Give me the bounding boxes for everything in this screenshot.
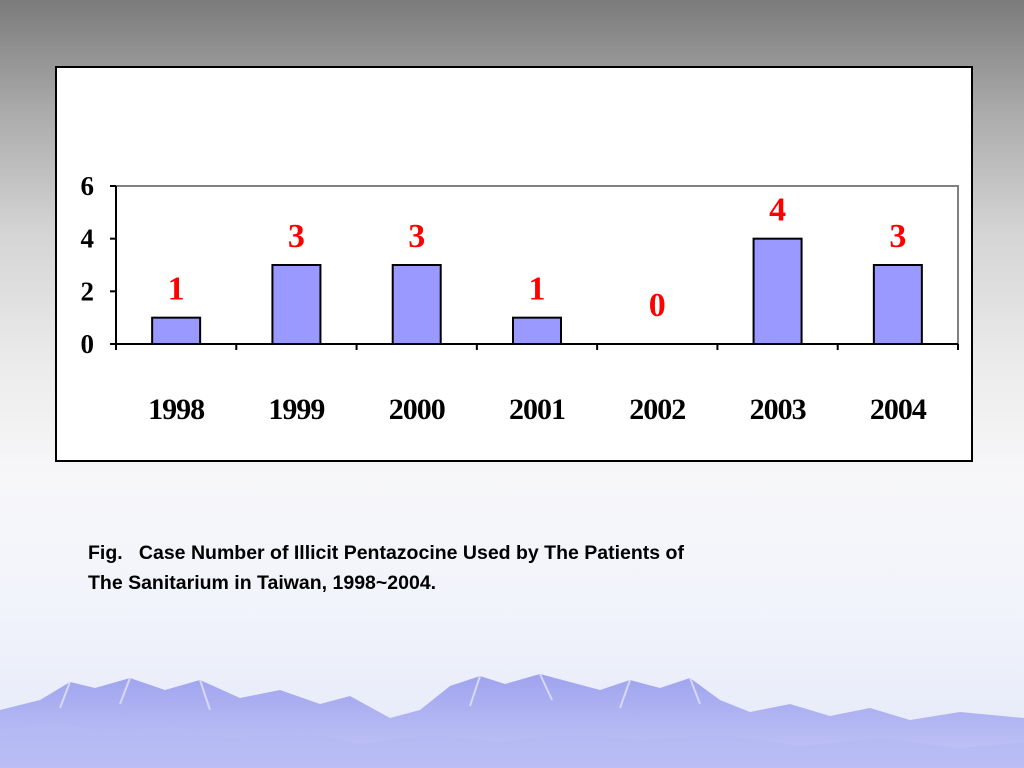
caption-line-1: Fig. Case Number of Illicit Pentazocine …	[88, 542, 684, 564]
data-label-2001: 1	[529, 271, 546, 308]
bar-2001	[512, 316, 562, 346]
bar-1998	[151, 316, 202, 346]
data-label-2000: 3	[408, 218, 425, 255]
x-tick-label-2002: 2002	[629, 393, 685, 426]
x-tick-label-2001: 2001	[509, 393, 565, 426]
y-tick-label: 0	[81, 329, 95, 359]
x-tick-label-2004: 2004	[870, 393, 927, 426]
bar-1999	[271, 264, 322, 345]
data-label-2003: 4	[769, 192, 786, 229]
bar-2003	[752, 237, 803, 346]
x-tick-label-1998: 1998	[148, 393, 204, 426]
figure-caption: Fig. Case Number of Illicit Pentazocine …	[88, 538, 928, 598]
labels: 1 1998 3 1999 3 2000 1 2001 0 2002 4 2003 3 2004	[148, 192, 928, 426]
bar-2004	[872, 264, 923, 345]
x-tick-label-1999: 1999	[268, 393, 324, 426]
y-tick-label: 2	[81, 276, 95, 306]
data-label-2002: 0	[649, 287, 666, 324]
data-label-1999: 3	[288, 218, 305, 255]
data-label-1998: 1	[168, 271, 185, 308]
bar-2000	[391, 264, 442, 345]
bar-chart: 0 2 4 6 1 1998 3 1999 3 2000 1 2001 0 2002 4 2003 3 2004	[81, 171, 959, 426]
x-tick-label-2000: 2000	[389, 393, 445, 426]
y-tick-label: 6	[81, 171, 95, 201]
x-tick-label-2003: 2003	[750, 393, 806, 426]
y-tick-label: 4	[81, 224, 95, 254]
caption-line-2: The Sanitarium in Taiwan, 1998~2004.	[88, 572, 437, 594]
mountain-decoration	[0, 673, 1024, 768]
chart-frame: 0 2 4 6 1 1998 3 1999 3 2000 1 2001 0 2002 4 2003 3 2004	[55, 66, 973, 462]
bars	[151, 237, 923, 346]
data-label-2004: 3	[889, 218, 906, 255]
axes: 0 2 4 6	[81, 171, 959, 359]
